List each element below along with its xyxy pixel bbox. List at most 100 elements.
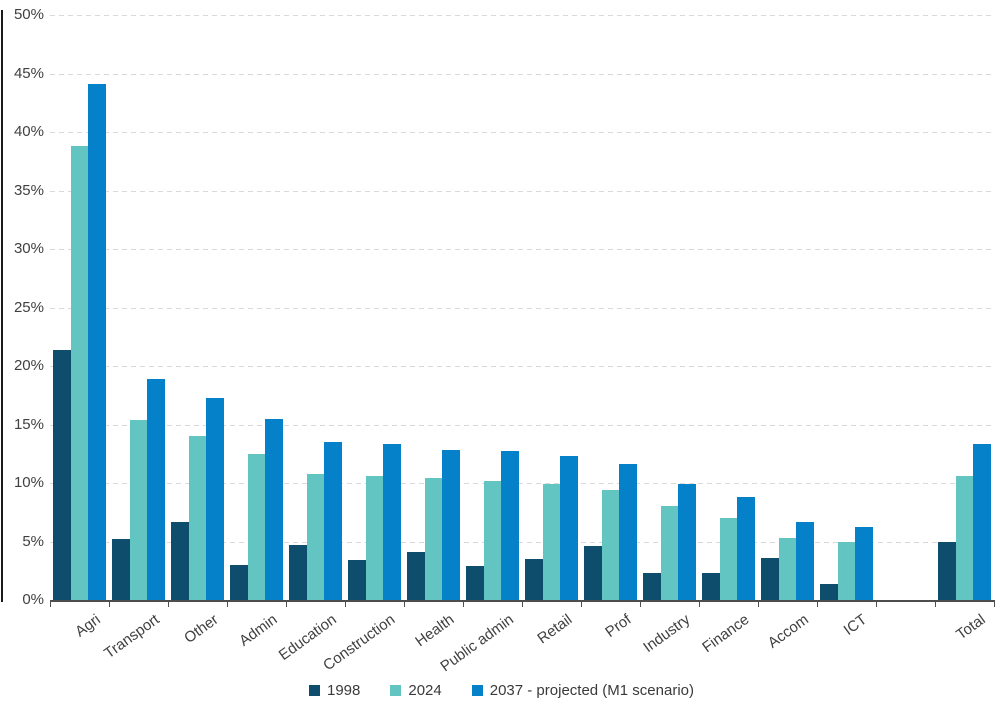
- bar-2024-industry: [660, 506, 679, 600]
- x-axis-category-label-other: Other: [181, 611, 222, 647]
- bar-2037-health: [442, 450, 460, 600]
- bar-2024-ict: [837, 541, 856, 600]
- y-axis-tick-label: 25%: [13, 298, 44, 316]
- chart-legend: 1998 2024 2037 - projected (M1 scenario): [0, 682, 1003, 699]
- x-axis-category-label-agri: Agri: [71, 611, 104, 641]
- gridline-35: [50, 190, 994, 192]
- bar-2037-public-admin: [501, 451, 519, 600]
- bar-2037-prof: [619, 464, 637, 600]
- x-axis-category-label-retail: Retail: [534, 611, 576, 648]
- x-axis-tick: [286, 602, 287, 607]
- legend-item-1998: 1998: [308, 682, 361, 699]
- x-axis-category-label-health: Health: [412, 611, 458, 651]
- x-axis-category-label-finance: Finance: [699, 611, 753, 657]
- bar-2024-transport: [129, 419, 148, 600]
- gridline-10: [50, 483, 994, 484]
- gridline-45: [50, 73, 994, 75]
- x-axis-tick: [50, 602, 51, 607]
- bar-2037-ict: [855, 527, 873, 600]
- bar-2024-education: [306, 473, 325, 600]
- gridline-30: [50, 249, 994, 250]
- bar-1998-ict: [820, 583, 838, 600]
- x-axis-line: [50, 600, 995, 602]
- bar-2024-other: [188, 436, 207, 600]
- bar-2037-total: [973, 444, 991, 600]
- bar-2024-health: [424, 478, 443, 600]
- bar-2024-agri: [70, 146, 89, 600]
- bar-1998-finance: [702, 573, 720, 600]
- y-axis-tick-label: 0%: [22, 591, 44, 608]
- x-axis-tick: [994, 602, 995, 607]
- y-axis-line: [1, 10, 3, 602]
- y-axis-tick-label: 45%: [13, 64, 44, 82]
- x-axis-tick: [168, 602, 169, 607]
- bar-1998-retail: [525, 559, 543, 600]
- gridline-15: [50, 424, 994, 426]
- bar-2024-prof: [601, 490, 620, 600]
- legend-swatch-icon: [308, 685, 320, 696]
- bar-2037-finance: [737, 497, 755, 600]
- gridline-40: [50, 132, 994, 133]
- x-axis-tick: [227, 602, 228, 607]
- x-axis-tick: [345, 602, 346, 607]
- legend-item-2037: 2037 - projected (M1 scenario): [471, 682, 694, 699]
- bar-2024-retail: [542, 484, 561, 600]
- x-axis-tick: [935, 602, 936, 607]
- bar-1998-education: [289, 545, 307, 600]
- bar-1998-public-admin: [466, 566, 484, 600]
- bar-2037-other: [206, 397, 224, 600]
- bar-1998-agri: [53, 349, 71, 600]
- y-axis-tick-label: 20%: [13, 357, 44, 374]
- legend-label: 2024: [408, 682, 442, 699]
- legend-swatch-icon: [471, 685, 483, 696]
- bar-2037-industry: [678, 484, 696, 600]
- bar-2037-construction: [383, 444, 401, 600]
- bar-1998-other: [171, 521, 189, 600]
- bar-1998-total: [938, 541, 956, 600]
- y-axis-tick-label: 50%: [13, 6, 44, 23]
- gridline-25: [50, 307, 994, 309]
- bar-1998-accom: [761, 557, 779, 600]
- legend-label: 2037 - projected (M1 scenario): [489, 682, 694, 699]
- x-axis-category-label-industry: Industry: [640, 611, 694, 657]
- legend-label: 1998: [326, 682, 361, 699]
- x-axis-tick: [817, 602, 818, 607]
- x-axis-tick: [699, 602, 700, 607]
- x-axis-tick: [876, 602, 877, 607]
- x-axis-category-label-prof: Prof: [602, 611, 635, 641]
- bar-2024-construction: [365, 475, 384, 600]
- x-axis-category-label-admin: Admin: [236, 611, 281, 650]
- bar-2037-retail: [560, 456, 578, 600]
- x-axis-category-label-accom: Accom: [764, 611, 812, 652]
- gridline-50: [50, 15, 994, 16]
- x-axis-category-label-ict: ICT: [840, 611, 871, 639]
- x-axis-tick: [109, 602, 110, 607]
- bar-2037-education: [324, 442, 342, 600]
- y-axis-tick-label: 30%: [13, 240, 44, 257]
- bar-2024-total: [955, 475, 974, 600]
- bar-1998-industry: [643, 573, 661, 600]
- x-axis-tick: [758, 602, 759, 607]
- bar-2037-accom: [796, 521, 814, 600]
- bar-2037-agri: [88, 84, 106, 600]
- y-axis-tick-label: 5%: [22, 532, 44, 550]
- legend-swatch-icon: [390, 685, 402, 696]
- gridline-20: [50, 366, 994, 367]
- y-axis-tick-label: 15%: [13, 415, 44, 433]
- gridline-5: [50, 541, 994, 543]
- bar-1998-construction: [348, 560, 366, 600]
- x-axis-category-label-total: Total: [952, 611, 989, 644]
- x-axis-tick: [404, 602, 405, 607]
- legend-item-2024: 2024: [390, 682, 442, 699]
- bar-2037-admin: [265, 418, 283, 600]
- bar-1998-admin: [230, 564, 248, 600]
- bar-2037-transport: [147, 378, 165, 600]
- y-axis-tick-label: 35%: [13, 181, 44, 199]
- bar-1998-prof: [584, 546, 602, 600]
- bar-2024-accom: [778, 537, 797, 600]
- bar-1998-transport: [112, 539, 130, 600]
- x-axis-tick: [522, 602, 523, 607]
- x-axis-tick: [581, 602, 582, 607]
- bar-2024-admin: [247, 453, 266, 600]
